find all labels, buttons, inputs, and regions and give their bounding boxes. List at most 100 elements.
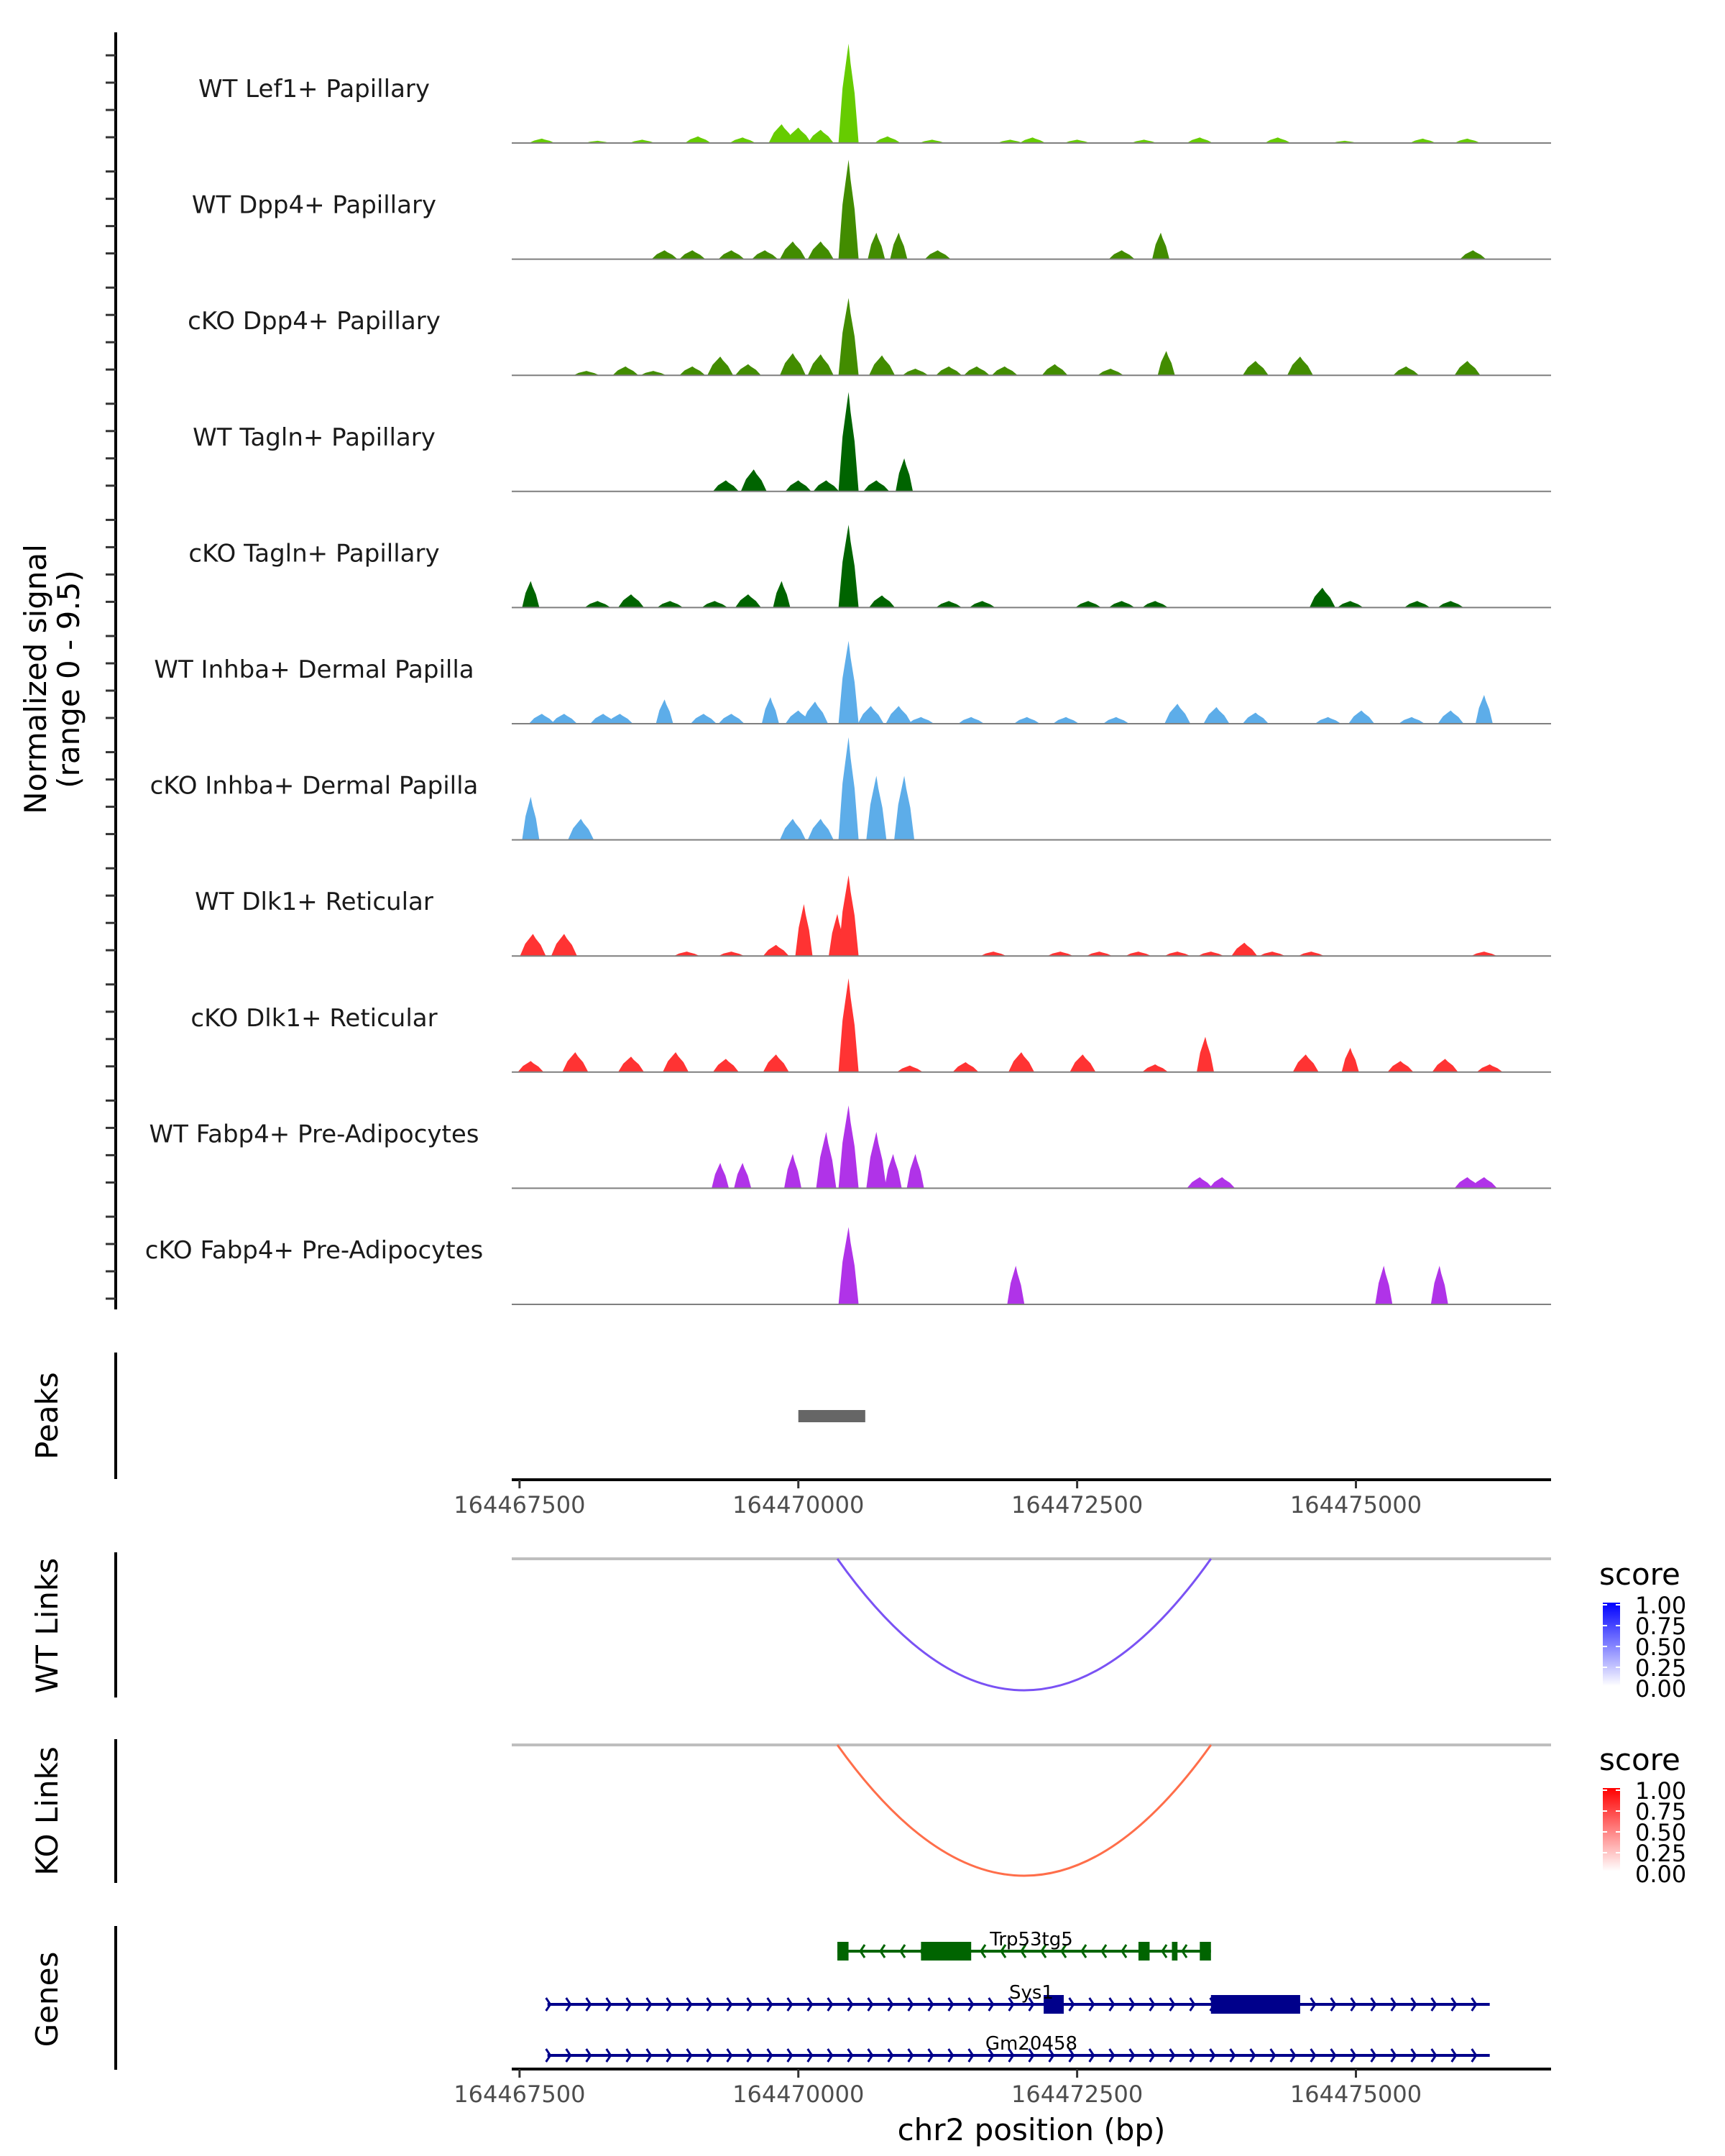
strand-arrow-right-icon [1189, 1997, 1196, 2012]
signal-peak [838, 1105, 859, 1189]
signal-peak [707, 356, 734, 376]
strand-arrow-right-icon [666, 1997, 673, 2012]
x-tick-label: 164472500 [1011, 1491, 1143, 1519]
signal-peak [795, 904, 813, 957]
signal-peak [838, 737, 859, 840]
gene-exon [921, 1942, 972, 1961]
strand-arrow-right-icon [746, 2048, 753, 2063]
strand-arrow-right-icon [867, 1997, 874, 2012]
signal-peak [908, 717, 934, 724]
gene: Gm20458 [545, 2033, 1490, 2063]
strand-arrow-right-icon [1450, 2048, 1458, 2063]
x-tick-label: 164470000 [732, 1491, 864, 1519]
signal-peak [896, 1065, 923, 1072]
signal-peak [712, 1163, 730, 1189]
signal-peak [991, 366, 1018, 376]
signal-peak [1393, 366, 1420, 376]
strand-arrow-right-icon [1430, 1997, 1438, 2012]
strand-arrow-right-icon [786, 1997, 794, 2012]
signal-peak [740, 469, 767, 492]
strand-arrow-right-icon [947, 1997, 954, 2012]
signal-peak [896, 458, 914, 492]
signal-peak [869, 595, 896, 608]
signal-peak [869, 355, 896, 376]
signal-peak [735, 594, 761, 608]
x-tick-label: 164472500 [1011, 2081, 1143, 2108]
x-axis-title: chr2 position (bp) [898, 2112, 1166, 2147]
track: WT Dpp4+ Papillary [192, 160, 1551, 260]
strand-arrow-right-icon [786, 2048, 794, 2063]
signal-axis-title: Normalized signal (range 0 - 9.5) [18, 544, 86, 814]
track: cKO Tagln+ Papillary [188, 525, 1551, 609]
gene-exon [1200, 1942, 1211, 1961]
strand-arrow-right-icon [645, 2048, 653, 2063]
signal-peak [656, 699, 673, 724]
legend-tick-label: 0.75 [1635, 1798, 1686, 1825]
signal-peak [1131, 139, 1157, 143]
signal-peak [807, 819, 834, 840]
signal-y-ticks [106, 54, 116, 1300]
strand-arrow-right-icon [686, 1997, 693, 2012]
signal-peak [1157, 351, 1175, 376]
strand-arrow-right-icon [645, 1997, 653, 2012]
strand-arrow-right-icon [625, 1997, 632, 2012]
signal-peak [838, 1227, 859, 1304]
signal-peak [1203, 706, 1230, 724]
strand-arrow-right-icon [1189, 2048, 1196, 2063]
gene-exon [1172, 1942, 1178, 1961]
signal-peak [712, 1059, 739, 1072]
signal-peak [838, 298, 859, 376]
legend-tick-label: 0.50 [1635, 1634, 1686, 1661]
signal-peak [663, 1052, 689, 1072]
strand-arrow-right-icon [1008, 2048, 1015, 2063]
strand-arrow-right-icon [1390, 1997, 1397, 2012]
strand-arrow-right-icon [1128, 2048, 1136, 2063]
signal-peak [679, 250, 706, 259]
signal-peak [574, 371, 599, 376]
track-label: WT Lef1+ Papillary [198, 75, 430, 103]
signal-peak [1231, 942, 1258, 957]
signal-peak [1197, 1036, 1214, 1072]
signal-peak [718, 714, 745, 724]
strand-arrow-right-icon [1149, 1997, 1156, 2012]
signal-peak [1098, 369, 1124, 376]
legend-tick-label: 0.75 [1635, 1613, 1686, 1640]
signal-peak [1454, 361, 1481, 376]
signal-peak [584, 601, 611, 608]
track-label: WT Dpp4+ Papillary [192, 191, 436, 220]
gene-exon [1210, 1995, 1300, 2014]
track: WT Fabp4+ Pre-Adipocytes [150, 1105, 1551, 1189]
signal-peak [838, 640, 859, 724]
strand-arrow-left-icon [1040, 1944, 1047, 1958]
signal-peak [1242, 712, 1269, 724]
signal-peak [734, 1163, 752, 1189]
strand-arrow-right-icon [1088, 1997, 1095, 2012]
strand-arrow-right-icon [1169, 1997, 1176, 2012]
strand-arrow-right-icon [666, 2048, 673, 2063]
peak-region [798, 1410, 865, 1422]
signal-peak [1309, 587, 1335, 608]
strand-arrow-right-icon [887, 2048, 894, 2063]
signal-peak [906, 1153, 924, 1189]
link-arc [836, 1744, 1213, 1877]
strand-arrow-right-icon [766, 2048, 773, 2063]
signal-peak [866, 1132, 887, 1189]
strand-arrow-right-icon [907, 1997, 914, 2012]
track-label: cKO Inhba+ Dermal Papilla [150, 772, 479, 801]
signal-peak [640, 371, 666, 376]
signal-peak [629, 139, 656, 143]
signal-peak [651, 250, 678, 259]
legend-tick-label: 0.50 [1635, 1819, 1686, 1846]
signal-peak [969, 601, 995, 608]
signal-peak [807, 241, 834, 259]
signal-peak [1264, 137, 1291, 143]
signal-peak [768, 124, 795, 143]
strand-arrow-right-icon [847, 2048, 854, 2063]
legend-tick-label: 0.25 [1635, 1840, 1686, 1867]
signal-peak [868, 232, 886, 259]
signal-peak [1070, 1054, 1096, 1072]
signal-peak [657, 601, 684, 608]
signal-peak [1298, 952, 1325, 957]
strand-arrow-right-icon [686, 2048, 693, 2063]
strand-arrow-right-icon [988, 1997, 995, 2012]
